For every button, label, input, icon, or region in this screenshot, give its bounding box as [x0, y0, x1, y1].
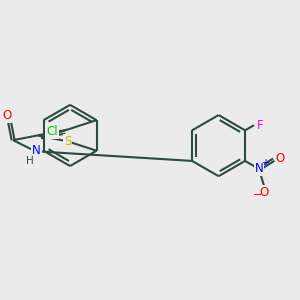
Text: N: N — [32, 144, 41, 157]
Text: O: O — [260, 186, 269, 199]
Text: O: O — [275, 152, 285, 165]
Text: N: N — [255, 162, 263, 176]
Text: S: S — [64, 135, 71, 148]
Text: O: O — [2, 109, 11, 122]
Text: Cl: Cl — [46, 124, 58, 138]
Text: −: − — [253, 190, 263, 200]
Text: F: F — [256, 119, 263, 132]
Text: H: H — [26, 156, 34, 166]
Text: +: + — [261, 158, 269, 167]
